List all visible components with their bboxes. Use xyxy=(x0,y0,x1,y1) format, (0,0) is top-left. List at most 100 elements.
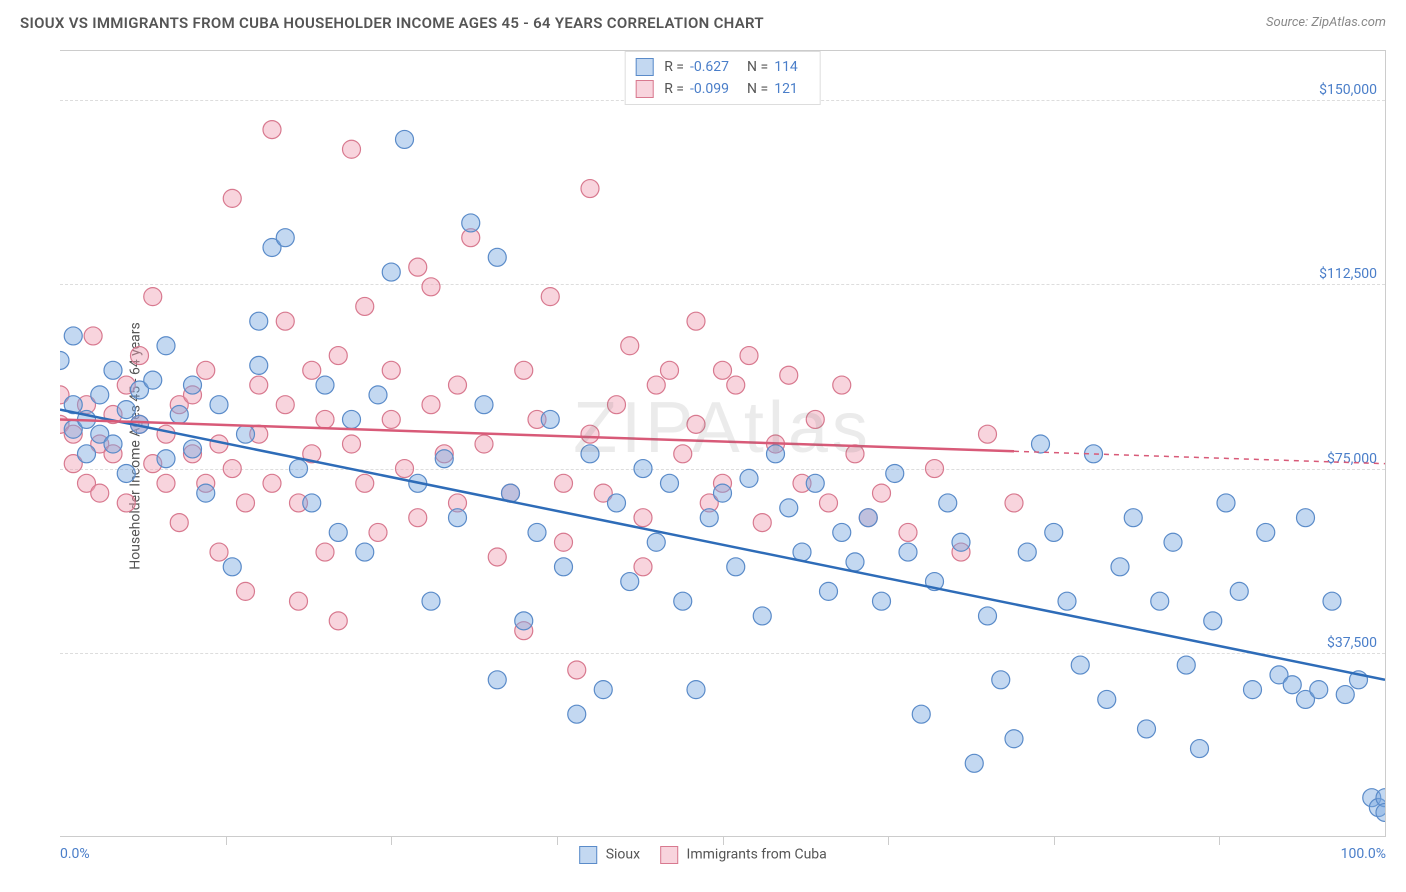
data-point xyxy=(740,469,758,487)
data-point xyxy=(263,121,281,139)
data-point xyxy=(1005,730,1023,748)
x-tick xyxy=(226,837,227,845)
data-point xyxy=(608,396,626,414)
data-point xyxy=(674,592,692,610)
data-point xyxy=(687,312,705,330)
data-point xyxy=(740,347,758,365)
data-point xyxy=(568,705,586,723)
data-point xyxy=(303,494,321,512)
data-point xyxy=(1204,612,1222,630)
x-tick xyxy=(391,837,392,845)
data-point xyxy=(714,361,732,379)
data-point xyxy=(475,396,493,414)
data-point xyxy=(488,548,506,566)
x-max-label: 100.0% xyxy=(1341,846,1386,862)
data-point xyxy=(859,509,877,527)
data-point xyxy=(1071,656,1089,674)
data-point xyxy=(568,661,586,679)
data-point xyxy=(1058,592,1076,610)
data-point xyxy=(1018,543,1036,561)
data-point xyxy=(237,425,255,443)
data-point xyxy=(541,288,559,306)
data-point xyxy=(210,543,228,561)
x-tick xyxy=(557,837,558,845)
data-point xyxy=(144,288,162,306)
data-point xyxy=(1297,509,1315,527)
x-tick xyxy=(888,837,889,845)
data-point xyxy=(157,337,175,355)
swatch-bottom-2 xyxy=(660,846,678,864)
data-point xyxy=(462,214,480,232)
n-label: N = xyxy=(747,59,768,75)
data-point xyxy=(422,592,440,610)
data-point xyxy=(449,376,467,394)
data-point xyxy=(475,435,493,453)
data-point xyxy=(60,351,69,369)
data-point xyxy=(979,425,997,443)
data-point xyxy=(104,435,122,453)
r-value-1: -0.627 xyxy=(690,59,729,75)
data-point xyxy=(886,464,904,482)
data-point xyxy=(661,474,679,492)
data-point xyxy=(210,396,228,414)
data-point xyxy=(316,376,334,394)
data-point xyxy=(1045,523,1063,541)
data-point xyxy=(329,347,347,365)
data-point xyxy=(555,533,573,551)
data-point xyxy=(581,445,599,463)
data-point xyxy=(303,361,321,379)
data-point xyxy=(290,592,308,610)
data-point xyxy=(197,484,215,502)
data-point xyxy=(1191,740,1209,758)
data-point xyxy=(581,425,599,443)
data-point xyxy=(276,312,294,330)
data-point xyxy=(1336,686,1354,704)
x-tick xyxy=(1054,837,1055,845)
data-point xyxy=(753,607,771,625)
data-point xyxy=(820,582,838,600)
data-point xyxy=(992,671,1010,689)
data-point xyxy=(1257,523,1275,541)
data-point xyxy=(276,229,294,247)
data-point xyxy=(223,558,241,576)
data-point xyxy=(1005,494,1023,512)
x-tick xyxy=(723,837,724,845)
header: SIOUX VS IMMIGRANTS FROM CUBA HOUSEHOLDE… xyxy=(0,0,1406,40)
data-point xyxy=(727,558,745,576)
data-point xyxy=(647,533,665,551)
x-min-label: 0.0% xyxy=(60,846,90,862)
data-point xyxy=(396,130,414,148)
n-label: N = xyxy=(747,81,768,97)
data-point xyxy=(1098,690,1116,708)
data-point xyxy=(846,445,864,463)
data-point xyxy=(912,705,930,723)
data-point xyxy=(965,754,983,772)
data-point xyxy=(356,297,374,315)
trend-line-extrapolated xyxy=(1014,451,1385,463)
data-point xyxy=(170,514,188,532)
data-point xyxy=(515,361,533,379)
swatch-series-2 xyxy=(635,80,653,98)
data-point xyxy=(806,474,824,492)
data-point xyxy=(449,509,467,527)
data-point xyxy=(661,361,679,379)
data-point xyxy=(157,450,175,468)
data-point xyxy=(1177,656,1195,674)
chart-title: SIOUX VS IMMIGRANTS FROM CUBA HOUSEHOLDE… xyxy=(20,14,764,32)
data-point xyxy=(64,327,82,345)
data-point xyxy=(422,396,440,414)
data-point xyxy=(117,464,135,482)
data-point xyxy=(369,386,387,404)
data-point xyxy=(952,533,970,551)
data-point xyxy=(1244,681,1262,699)
data-point xyxy=(170,406,188,424)
data-point xyxy=(356,543,374,561)
data-point xyxy=(117,401,135,419)
r-value-2: -0.099 xyxy=(690,81,729,97)
data-point xyxy=(1111,558,1129,576)
data-point xyxy=(329,523,347,541)
data-point xyxy=(91,386,109,404)
data-point xyxy=(714,484,732,502)
data-point xyxy=(369,523,387,541)
data-point xyxy=(833,376,851,394)
